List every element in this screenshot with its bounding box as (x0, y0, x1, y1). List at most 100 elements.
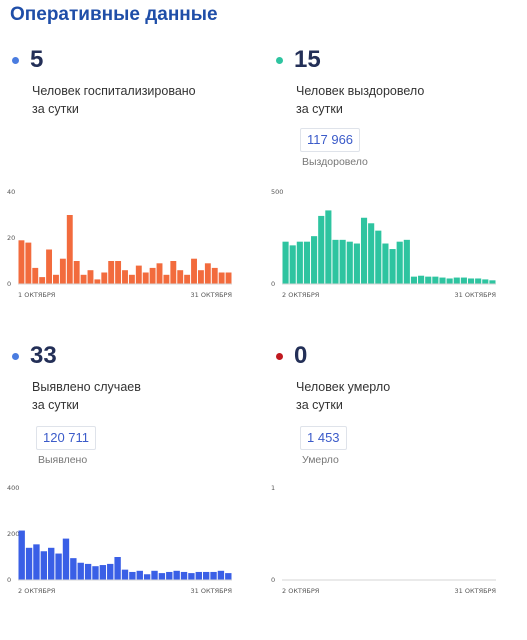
deaths-figure: 0 (276, 340, 307, 372)
chart-bar (163, 274, 170, 284)
chart-bar (439, 277, 446, 284)
deaths-chart: 1 0 2 ОКТЯБРЯ 31 ОКТЯБРЯ (271, 484, 496, 595)
chart-bar (59, 258, 66, 284)
detected-label: Выявлено случаев за сутки (32, 380, 141, 412)
bullet-dot-icon (12, 352, 19, 360)
chart-bar (40, 551, 48, 580)
chart-bar (62, 538, 70, 580)
chart-bar (296, 241, 303, 284)
chart-bar (475, 278, 482, 284)
chart-bar (467, 278, 475, 284)
y-tick-label: 500 (271, 188, 283, 196)
chart-bar (107, 563, 114, 580)
chart-bar (289, 245, 296, 284)
detected-total-caption: Выявлено (38, 454, 88, 466)
bullet-dot-icon (276, 56, 283, 64)
chart-bar (99, 565, 107, 580)
page-title: Оперативные данные (10, 4, 218, 25)
chart-bar (33, 544, 40, 580)
chart-bar (136, 570, 143, 580)
chart-bar (339, 239, 346, 284)
chart-bar (225, 573, 232, 580)
deaths-label: Человек умерло за сутки (296, 380, 391, 412)
x-start-label: 2 ОКТЯБРЯ (282, 291, 319, 299)
card-deaths: 0 Человек умерло за сутки 1 453 Умерло 1… (271, 340, 526, 640)
chart-bar (225, 272, 232, 284)
hospitalized-count: 5 (30, 46, 44, 73)
chart-bar (108, 261, 115, 284)
chart-bar (410, 276, 418, 284)
chart-bar (184, 274, 191, 284)
chart-bar (211, 267, 218, 284)
y-tick-label: 0 (7, 576, 11, 584)
x-start-label: 1 ОКТЯБРЯ (18, 291, 55, 299)
chart-bar (195, 571, 202, 580)
chart-bar (202, 571, 210, 580)
card-recovered: 15 Человек выздоровело за сутки 117 966 … (271, 44, 526, 344)
chart-bar (66, 215, 73, 284)
chart-bar (70, 558, 77, 580)
chart-bar (382, 243, 389, 284)
chart-bar (217, 570, 225, 580)
chart-bar (135, 265, 142, 284)
chart-bar (92, 566, 99, 580)
card-detected: 33 Выявлено случаев за сутки 120 711 Выя… (7, 340, 262, 640)
chart-bar (142, 272, 149, 284)
recovered-figure: 15 (276, 44, 321, 76)
card-hospitalized: 5 Человек госпитализировано за сутки 40 2… (7, 44, 262, 344)
chart-bar (432, 276, 439, 284)
chart-bar (121, 569, 129, 580)
chart-bar (446, 278, 453, 284)
bullet-dot-icon (276, 352, 283, 360)
chart-bar (149, 267, 156, 284)
chart-bar (166, 571, 173, 580)
chart-bar (94, 279, 101, 284)
chart-bar (396, 241, 403, 284)
chart-bar (151, 570, 158, 580)
chart-bar (460, 277, 467, 284)
chart-bar (53, 274, 59, 284)
hospitalized-figure: 5 (12, 44, 43, 76)
detected-total: 120 711 (36, 426, 97, 450)
bullet-dot-icon (12, 56, 19, 64)
chart-bar (332, 239, 339, 284)
chart-bar (48, 547, 55, 580)
chart-bar (73, 261, 80, 284)
chart-bar (191, 258, 197, 284)
chart-bar (282, 241, 289, 284)
x-start-label: 2 ОКТЯБРЯ (282, 587, 319, 595)
chart-bar (55, 553, 62, 580)
chart-bar (177, 270, 184, 284)
chart-bar (453, 277, 460, 284)
detected-chart: 400 200 0 2 ОКТЯБРЯ 31 ОКТЯБРЯ (7, 484, 232, 595)
chart-bar (84, 563, 92, 580)
chart-bar (156, 263, 163, 284)
deaths-total: 1 453 (300, 426, 347, 450)
recovered-chart: 500 0 2 ОКТЯБРЯ 31 ОКТЯБРЯ (271, 188, 496, 299)
detected-count: 33 (30, 342, 57, 369)
y-tick-label: 400 (7, 484, 19, 492)
deaths-count: 0 (294, 342, 308, 369)
chart-bar (425, 276, 432, 284)
chart-bar (173, 570, 180, 580)
chart-bar (115, 261, 122, 284)
chart-bar (39, 277, 46, 284)
chart-bar (25, 547, 33, 580)
chart-bar (375, 230, 382, 284)
hospitalized-label: Человек госпитализировано за сутки (32, 84, 196, 116)
chart-bar (368, 223, 375, 284)
chart-bar (18, 530, 25, 580)
chart-bar (18, 240, 25, 284)
chart-bar (77, 562, 84, 580)
chart-bar (353, 243, 360, 284)
chart-bar (197, 270, 204, 284)
y-tick-label: 20 (7, 234, 15, 242)
chart-bar (129, 571, 136, 580)
detected-figure: 33 (12, 340, 57, 372)
y-tick-label: 0 (271, 280, 275, 288)
y-tick-label: 1 (271, 484, 275, 492)
chart-bar (360, 217, 368, 284)
chart-bar (489, 280, 496, 284)
chart-bar (158, 573, 166, 580)
chart-bar (303, 241, 311, 284)
